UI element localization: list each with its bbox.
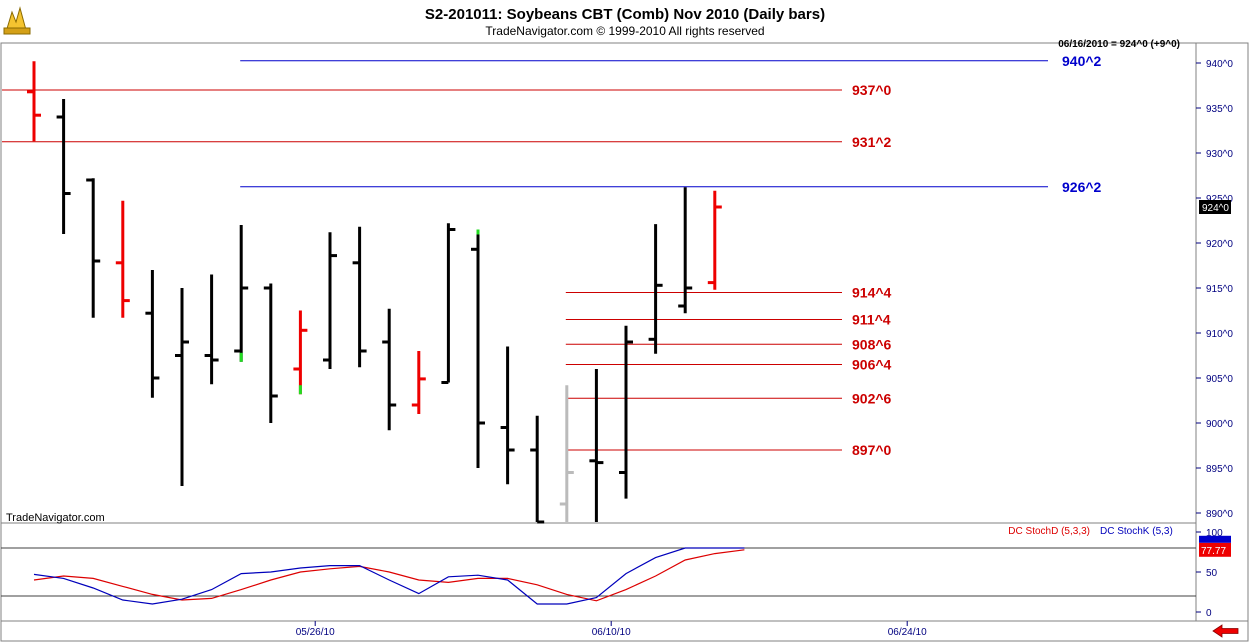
price-bar xyxy=(559,385,574,522)
level-label: 902^6 xyxy=(852,390,892,406)
chart-subtitle: TradeNavigator.com © 1999-2010 All right… xyxy=(485,24,764,38)
date-tick-label: 06/24/10 xyxy=(888,627,927,638)
price-bar xyxy=(56,99,71,234)
price-tick-label: 895^0 xyxy=(1206,464,1233,475)
level-label: 897^0 xyxy=(852,442,892,458)
level-label: 940^2 xyxy=(1062,53,1102,69)
price-tick-label: 900^0 xyxy=(1206,419,1233,430)
price-bar xyxy=(27,61,41,142)
price-bar xyxy=(204,274,219,385)
stoch-k-last-marker xyxy=(1199,535,1231,543)
date-tick-label: 06/10/10 xyxy=(592,627,631,638)
price-tick-label: 890^0 xyxy=(1206,509,1233,520)
last-price-marker xyxy=(1199,200,1231,214)
stoch-d-legend: DC StochD (5,3,3) xyxy=(1008,526,1090,537)
watermark: TradeNavigator.com xyxy=(6,512,105,524)
price-bar xyxy=(263,283,278,423)
stoch-tick-label: 50 xyxy=(1206,568,1218,579)
scroll-left-arrow-icon[interactable] xyxy=(1210,624,1240,638)
price-bar xyxy=(352,226,367,368)
level-label: 906^4 xyxy=(852,357,892,373)
price-bar xyxy=(678,187,693,314)
date-tick-label: 05/26/10 xyxy=(296,627,335,638)
level-label: 914^4 xyxy=(852,285,892,301)
last-price-label: 924^0 xyxy=(1202,203,1229,214)
price-bar xyxy=(145,270,160,398)
price-bar xyxy=(707,190,722,290)
price-tick-label: 935^0 xyxy=(1206,104,1233,115)
stoch-tick-label: 0 xyxy=(1206,608,1212,619)
price-tick-label: 910^0 xyxy=(1206,329,1233,340)
tradenavigator-logo-icon xyxy=(3,6,31,35)
price-bar xyxy=(234,225,249,362)
price-bar xyxy=(619,325,633,499)
price-tick-label: 940^0 xyxy=(1206,59,1233,70)
chart-frame xyxy=(0,42,1249,642)
price-bar xyxy=(441,223,456,384)
level-label: 931^2 xyxy=(852,134,892,150)
price-axis: 890^0 895^0 900^0 905^0 910^0 915^0 920^0 925^0… xyxy=(1196,59,1233,520)
price-tick-label: 905^0 xyxy=(1206,374,1233,385)
level-label: 908^6 xyxy=(852,336,892,352)
price-bar xyxy=(323,232,337,369)
stoch-last-marker xyxy=(1199,542,1231,557)
price-bar xyxy=(411,351,426,414)
level-label: 911^4 xyxy=(852,312,891,328)
price-bar xyxy=(500,346,515,485)
stoch-d-line xyxy=(33,549,745,602)
price-bar xyxy=(115,200,130,318)
price-tick-label: 930^0 xyxy=(1206,149,1233,160)
price-bar xyxy=(175,288,189,486)
last-quote: 06/16/2010 = 924^0 (+9^0) xyxy=(1058,39,1180,50)
price-tick-label: 920^0 xyxy=(1206,239,1233,250)
price-bar xyxy=(589,369,604,522)
price-tick-label: 925^0 xyxy=(1206,194,1233,205)
level-label: 937^0 xyxy=(852,82,892,98)
price-bar xyxy=(471,229,485,468)
stoch-tick-label: 100 xyxy=(1206,528,1223,539)
price-bars xyxy=(27,61,722,524)
price-bar xyxy=(293,310,308,395)
price-tick-label: 915^0 xyxy=(1206,284,1233,295)
stoch-last-label: 77.77 xyxy=(1201,546,1226,557)
price-bar xyxy=(382,308,397,431)
date-axis: 05/26/10 06/10/10 06/24/10 xyxy=(296,621,927,638)
price-bar xyxy=(530,415,545,524)
stoch-k-line xyxy=(33,547,745,605)
price-bar xyxy=(86,178,101,318)
support-resistance-levels: 940^2 937^0 931^2 926^2 914^4 911^4 908^6 906^4… xyxy=(2,53,1102,458)
stoch-k-legend: DC StochK (5,3) xyxy=(1100,526,1173,537)
price-bar xyxy=(648,224,663,354)
chart-title: S2-201011: Soybeans CBT (Comb) Nov 2010 … xyxy=(425,6,825,23)
stochastic-panel: 0 50 100 77.77 xyxy=(1,528,1231,619)
level-label: 926^2 xyxy=(1062,179,1102,195)
